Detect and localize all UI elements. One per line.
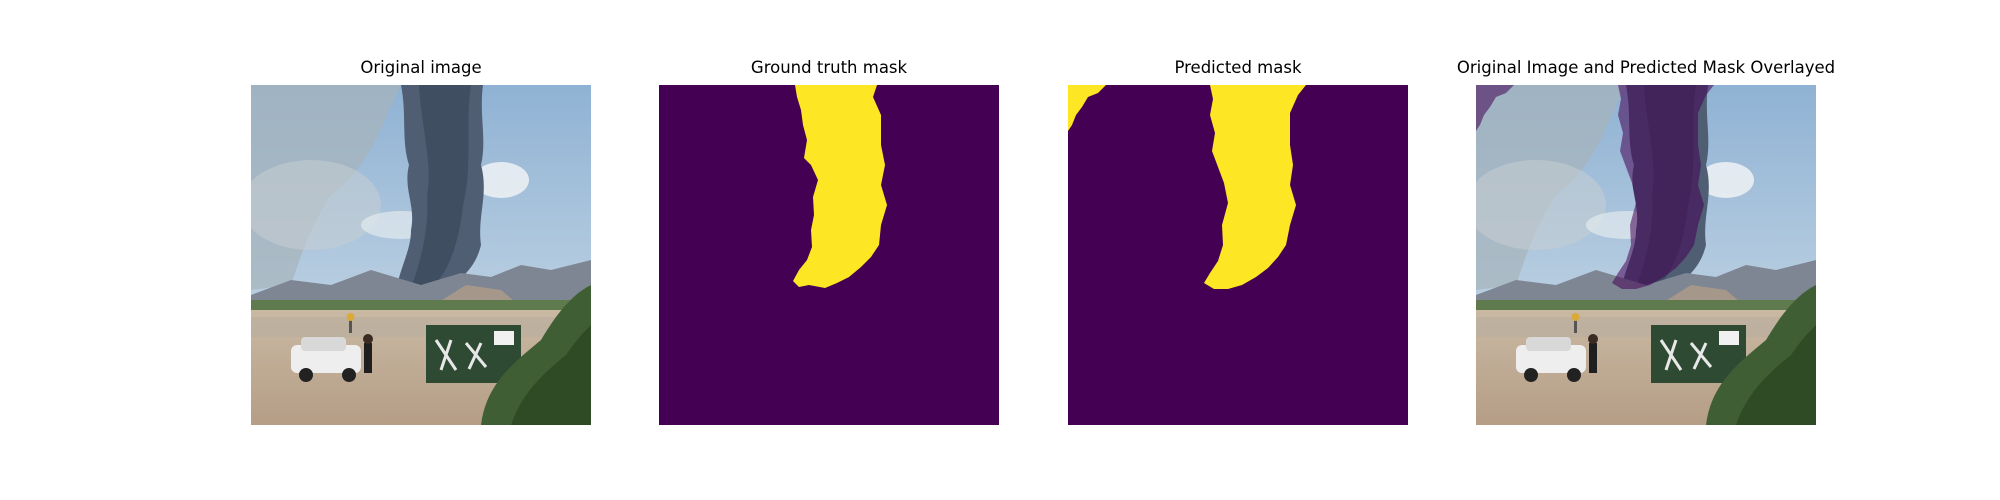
panel-title: Original image (360, 58, 482, 77)
panel-title: Predicted mask (1174, 58, 1302, 77)
panel-title: Original Image and Predicted Mask Overla… (1456, 58, 1836, 77)
panel-overlay: Original Image and Predicted Mask Overla… (1457, 0, 1835, 500)
original-photo (251, 85, 591, 425)
mask-foreground (1068, 85, 1106, 131)
predicted-mask-overlay (1476, 85, 1714, 289)
overlay-image (1476, 85, 1816, 425)
mask-foreground (793, 85, 887, 288)
mask-foreground (1204, 85, 1306, 289)
panel-title: Ground truth mask (750, 58, 908, 77)
ground-truth-mask-image (659, 85, 999, 425)
panel-predicted-mask: Predicted mask (1068, 0, 1408, 500)
panel-original-image: Original image (251, 0, 591, 500)
panel-ground-truth-mask: Ground truth mask (659, 0, 999, 500)
predicted-mask-image (1068, 85, 1408, 425)
